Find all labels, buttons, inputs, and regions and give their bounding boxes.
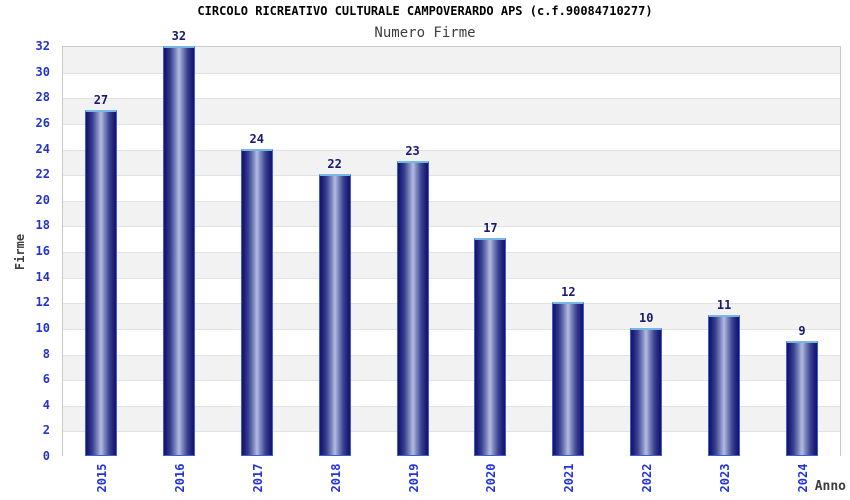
y-tick-label: 0 xyxy=(42,449,50,463)
x-tick-label: 2015 xyxy=(94,463,109,493)
y-tick-label: 4 xyxy=(42,397,50,412)
bar-value-label: 24 xyxy=(249,131,264,146)
y-tick-label: 28 xyxy=(35,90,50,105)
gridline xyxy=(63,98,840,100)
y-tick-label: 32 xyxy=(35,39,50,53)
x-tick-label: 2017 xyxy=(250,463,265,493)
y-tick-label: 14 xyxy=(35,269,50,284)
gridline xyxy=(63,149,840,151)
gridline xyxy=(63,72,840,74)
y-tick-label: 18 xyxy=(35,218,50,233)
x-tick-label: 2024 xyxy=(796,463,811,493)
gridline xyxy=(63,328,840,330)
y-tick-label: 12 xyxy=(35,295,50,310)
bar-value-label: 11 xyxy=(716,298,732,313)
bar xyxy=(84,110,117,456)
bar xyxy=(708,315,741,456)
x-tick-label: 2020 xyxy=(484,463,499,493)
y-tick-label: 10 xyxy=(35,320,50,335)
bar-value-label: 9 xyxy=(798,323,806,338)
bar xyxy=(396,161,429,456)
gridline xyxy=(63,405,840,407)
bar-value-label: 22 xyxy=(327,157,342,172)
gridline xyxy=(63,226,840,228)
y-tick-label: 16 xyxy=(35,244,50,258)
bar xyxy=(240,148,273,456)
y-tick-label: 30 xyxy=(35,64,50,79)
y-tick-label: 8 xyxy=(42,346,50,361)
y-tick-label: 2 xyxy=(42,423,50,438)
bar-value-label: 10 xyxy=(639,310,654,325)
y-tick-label: 24 xyxy=(35,141,50,156)
y-tick-label: 6 xyxy=(42,372,50,387)
x-tick-label: 2016 xyxy=(172,463,187,493)
gridline xyxy=(63,200,840,202)
chart-subtitle: Numero Firme xyxy=(374,25,476,41)
gridline xyxy=(63,354,840,356)
gridline xyxy=(63,380,840,382)
bar-value-label: 17 xyxy=(483,221,498,236)
y-tick-label: 20 xyxy=(35,192,50,207)
y-tick-label: 22 xyxy=(35,167,50,182)
x-tick-label: 2019 xyxy=(406,463,421,493)
gridline xyxy=(63,175,840,177)
x-tick-label: 2018 xyxy=(328,463,343,493)
bar-value-label: 32 xyxy=(171,29,187,43)
bar xyxy=(552,302,585,456)
bar xyxy=(786,340,819,456)
bar xyxy=(630,327,663,456)
x-tick-label: 2023 xyxy=(718,463,733,493)
bar-value-label: 23 xyxy=(405,144,420,159)
y-tick-label: 26 xyxy=(35,115,50,130)
gridline xyxy=(63,123,840,125)
bar xyxy=(318,174,351,456)
gridline xyxy=(63,431,840,433)
bar-value-label: 27 xyxy=(93,93,109,108)
bar-value-label: 12 xyxy=(561,285,576,300)
x-axis-title: Anno xyxy=(814,479,846,494)
bar xyxy=(474,238,507,456)
bar xyxy=(162,46,195,456)
gridline xyxy=(63,252,840,253)
gridline xyxy=(63,303,840,305)
chart-title: CIRCOLO RICREATIVO CULTURALE CAMPOVERARD… xyxy=(197,4,653,18)
x-tick-label: 2021 xyxy=(562,463,577,493)
x-tick-label: 2022 xyxy=(640,463,655,493)
gridline xyxy=(63,277,840,279)
